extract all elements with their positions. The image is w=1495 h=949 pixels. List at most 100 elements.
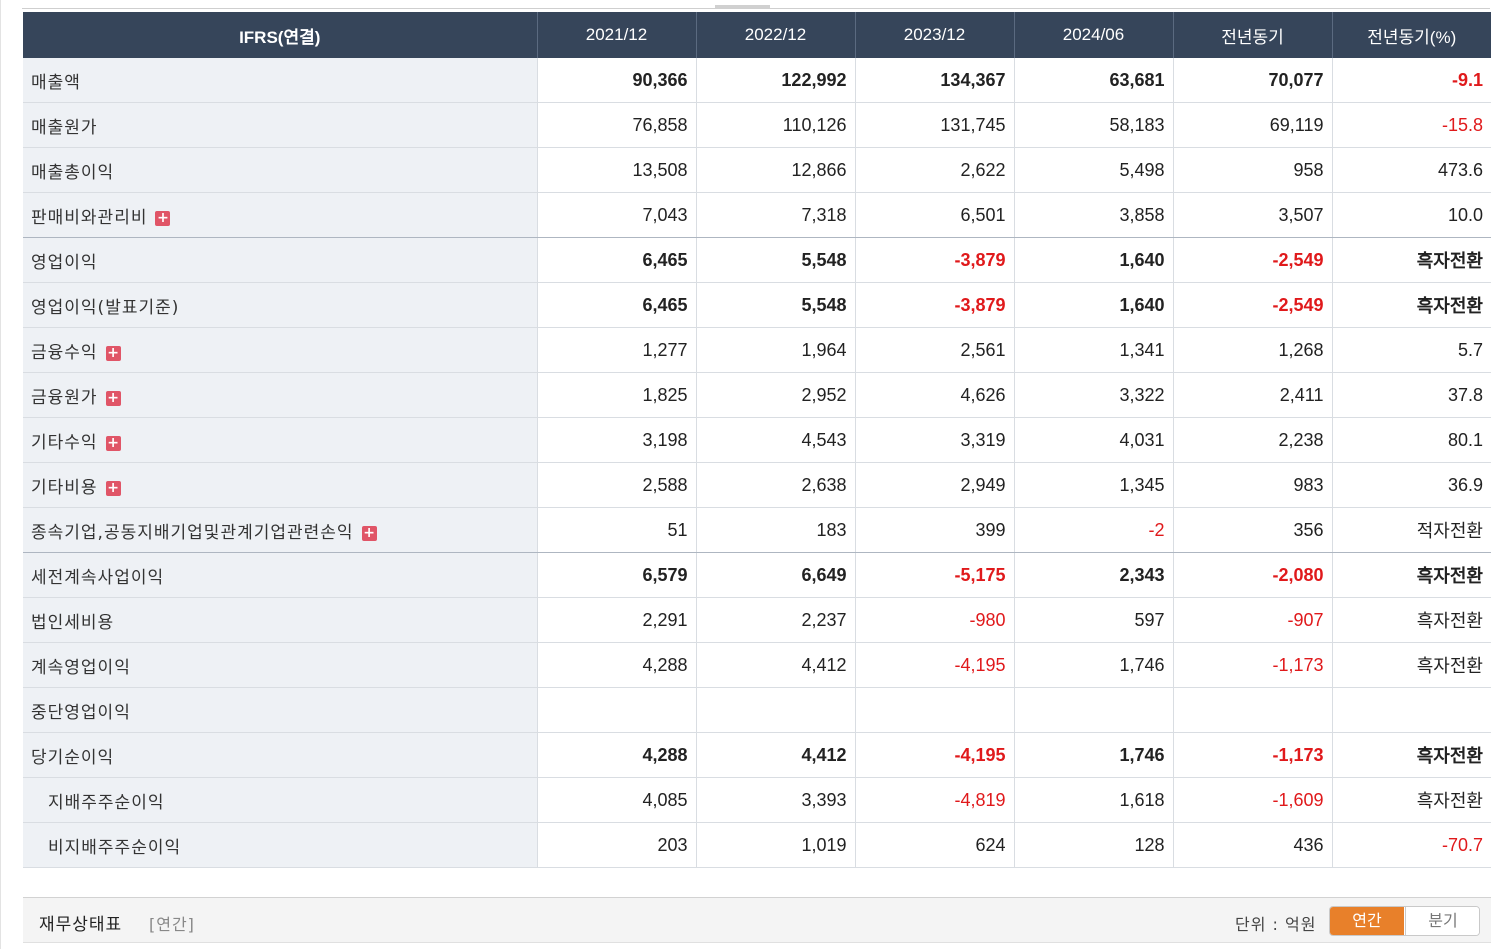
value-cell: 122,992 — [695, 58, 855, 103]
row-label: 종속기업,공동지배기업및관계기업관련손익 — [31, 522, 354, 543]
header-prev-period: 전년동기 — [1172, 12, 1332, 58]
value-cell: 1,640 — [1013, 237, 1173, 283]
table-row: 기타비용 +2,588 2,638 2,949 1,345 983 36.9 — [23, 462, 1491, 508]
value-cell: 1,746 — [1013, 732, 1173, 778]
value-cell: 13,508 — [536, 147, 696, 193]
value-cell: 983 — [1172, 462, 1332, 508]
row-label: 당기순이익 — [31, 747, 115, 768]
row-label: 법인세비용 — [31, 612, 115, 633]
value-cell: -9.1 — [1331, 58, 1491, 103]
table-row: 기타수익 +3,198 4,543 3,319 4,031 2,238 80.1 — [23, 417, 1491, 463]
table-row: 종속기업,공동지배기업및관계기업관련손익 +51 183 399 -2 356 적자전환 — [23, 507, 1491, 553]
value-cell: 1,345 — [1013, 462, 1173, 508]
value-cell: 12,866 — [695, 147, 855, 193]
value-cell: -907 — [1172, 597, 1332, 643]
value-cell: 624 — [854, 822, 1014, 868]
value-cell: 1,640 — [1013, 282, 1173, 328]
value-cell: 흑자전환 — [1331, 777, 1491, 823]
value-cell: 4,412 — [695, 642, 855, 688]
expand-plus-icon[interactable]: + — [361, 524, 377, 541]
top-scroll-indicator — [715, 5, 770, 8]
row-label-cell: 당기순이익 — [23, 732, 537, 778]
row-label-cell: 기타수익 + — [23, 417, 537, 463]
value-cell: 597 — [1013, 597, 1173, 643]
table-row: 판매비와관리비 +7,043 7,318 6,501 3,858 3,507 10.0 — [23, 192, 1491, 238]
row-label: 기타비용 — [31, 477, 98, 498]
table-row: 영업이익 6,465 5,548 -3,879 1,640 -2,549 흑자전환 — [23, 237, 1491, 283]
value-cell: -4,195 — [854, 642, 1014, 688]
value-cell: 399 — [854, 507, 1014, 553]
value-cell: -4,819 — [854, 777, 1014, 823]
quarter-button[interactable]: 분기 — [1405, 907, 1479, 935]
row-label-cell: 영업이익 — [23, 237, 537, 283]
value-cell: 3,198 — [536, 417, 696, 463]
row-label: 중단영업이익 — [31, 702, 131, 723]
value-cell: 1,746 — [1013, 642, 1173, 688]
value-cell: 3,507 — [1172, 192, 1332, 238]
value-cell: 2,343 — [1013, 552, 1173, 598]
value-cell: 1,268 — [1172, 327, 1332, 373]
table-header-row: IFRS(연결) 2021/12 2022/12 2023/12 2024/06… — [23, 12, 1491, 58]
table-row: 금융수익 +1,277 1,964 2,561 1,341 1,268 5.7 — [23, 327, 1491, 373]
value-cell: -2,080 — [1172, 552, 1332, 598]
table-row: 당기순이익 4,288 4,412 -4,195 1,746 -1,173 흑자전환 — [23, 732, 1491, 778]
unit-label: 단위 : 억원 — [1235, 915, 1317, 934]
value-cell: -1,173 — [1172, 732, 1332, 778]
row-label-cell: 매출원가 — [23, 102, 537, 148]
value-cell: -15.8 — [1331, 102, 1491, 148]
row-label: 비지배주주순이익 — [48, 837, 182, 858]
value-cell: -70.7 — [1331, 822, 1491, 868]
value-cell: 2,622 — [854, 147, 1014, 193]
row-label-cell: 기타비용 + — [23, 462, 537, 508]
value-cell: 473.6 — [1331, 147, 1491, 193]
value-cell: 2,561 — [854, 327, 1014, 373]
value-cell: 2,237 — [695, 597, 855, 643]
value-cell: 5,548 — [695, 282, 855, 328]
table-row: 금융원가 +1,825 2,952 4,626 3,322 2,411 37.8 — [23, 372, 1491, 418]
value-cell: 2,638 — [695, 462, 855, 508]
value-cell: 37.8 — [1331, 372, 1491, 418]
value-cell: 5.7 — [1331, 327, 1491, 373]
value-cell: 4,288 — [536, 732, 696, 778]
expand-plus-icon[interactable]: + — [155, 209, 171, 226]
row-label-cell: 세전계속사업이익 — [23, 552, 537, 598]
value-cell: 1,341 — [1013, 327, 1173, 373]
row-label-cell: 중단영업이익 — [23, 687, 537, 733]
row-label: 판매비와관리비 — [31, 207, 148, 228]
section-subtitle: [연간] — [149, 915, 195, 934]
value-cell: 흑자전환 — [1331, 597, 1491, 643]
value-cell: 3,319 — [854, 417, 1014, 463]
value-cell: 958 — [1172, 147, 1332, 193]
value-cell: 36.9 — [1331, 462, 1491, 508]
value-cell: 3,858 — [1013, 192, 1173, 238]
expand-plus-icon[interactable]: + — [105, 434, 121, 451]
value-cell: 흑자전환 — [1331, 732, 1491, 778]
header-2022-12: 2022/12 — [695, 12, 855, 58]
value-cell: 4,288 — [536, 642, 696, 688]
value-cell — [854, 687, 1014, 733]
value-cell: -2 — [1013, 507, 1173, 553]
balance-sheet-footer-bar: 재무상태표 [연간] 단위 : 억원 연간 분기 — [23, 897, 1491, 943]
row-label: 매출액 — [31, 72, 81, 93]
header-2024-06: 2024/06 — [1013, 12, 1173, 58]
row-label: 매출총이익 — [31, 162, 115, 183]
expand-plus-icon[interactable]: + — [105, 479, 121, 496]
value-cell: 436 — [1172, 822, 1332, 868]
row-label-cell: 금융수익 + — [23, 327, 537, 373]
row-label: 영업이익(발표기준) — [31, 297, 180, 318]
income-statement-table: IFRS(연결) 2021/12 2022/12 2023/12 2024/06… — [23, 12, 1491, 868]
value-cell: 5,548 — [695, 237, 855, 283]
row-label: 영업이익 — [31, 252, 98, 273]
value-cell: 110,126 — [695, 102, 855, 148]
table-row: 매출총이익 13,508 12,866 2,622 5,498 958 473.6 — [23, 147, 1491, 193]
value-cell: 2,949 — [854, 462, 1014, 508]
value-cell: 70,077 — [1172, 58, 1332, 103]
expand-plus-icon[interactable]: + — [105, 389, 121, 406]
value-cell: 4,412 — [695, 732, 855, 778]
expand-plus-icon[interactable]: + — [105, 344, 121, 361]
value-cell: 6,649 — [695, 552, 855, 598]
value-cell: 6,465 — [536, 282, 696, 328]
value-cell: 2,411 — [1172, 372, 1332, 418]
annual-button[interactable]: 연간 — [1330, 907, 1404, 935]
value-cell: 6,501 — [854, 192, 1014, 238]
